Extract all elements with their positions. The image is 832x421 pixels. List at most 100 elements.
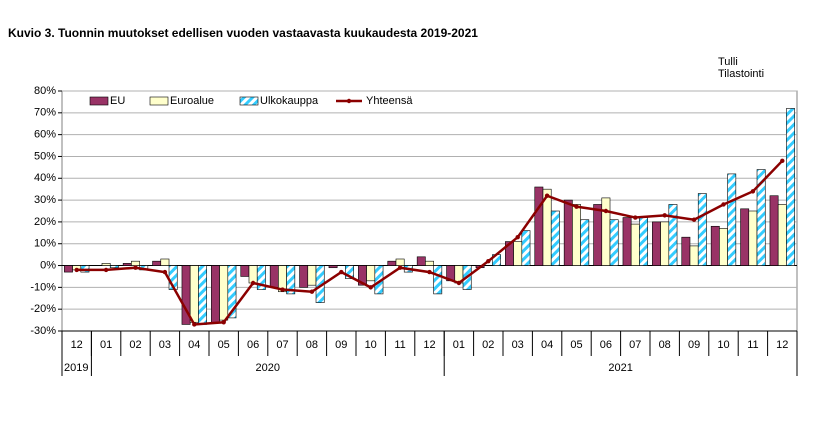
bar [219,265,229,321]
bar [416,256,426,266]
bar [198,265,207,325]
bar [572,204,581,266]
bar [286,265,296,295]
line-marker [74,267,79,273]
x-tick-label: 12 [71,339,83,351]
plot-area [61,90,798,332]
line-marker [133,265,138,270]
line-marker [368,285,373,290]
y-tick-label: 70% [34,107,56,119]
y-tick-label: 80% [34,85,56,97]
source: Tulli [718,56,738,68]
line-marker [633,215,638,220]
bar [122,263,132,266]
y-tick-label: -30% [30,325,56,337]
bar [64,265,73,273]
bar [580,219,590,266]
line-marker [162,269,168,275]
line-marker [339,269,344,275]
bar [777,204,787,266]
legend-swatch [239,96,259,106]
bar [719,228,728,266]
line-marker [750,189,756,194]
legend-label: Yhteensä [366,95,413,107]
year-label: 2019 [64,362,88,374]
legend-label: Euroalue [170,95,214,107]
bar [639,217,648,266]
bar [550,210,560,266]
bar [513,241,523,266]
bar [387,260,397,266]
bar [710,225,720,266]
legend-label: Ulkokauppa [260,95,319,107]
bar [248,265,258,284]
bar [593,204,603,266]
bar [152,260,162,266]
line-marker [427,269,432,275]
bar [521,230,531,266]
bar [622,217,632,266]
bar [307,265,317,286]
line-marker [280,287,285,292]
bar [660,221,670,266]
line-marker [603,208,609,214]
bar [668,204,678,266]
legend-swatch [149,96,169,106]
bar [433,265,443,295]
line-marker [103,267,109,273]
legend-label: EU [110,95,125,107]
bar [534,186,544,266]
bar [697,193,707,266]
bar [366,265,376,282]
y-tick-label: 40% [34,172,56,184]
line-marker [250,280,256,286]
x-tick-label: 04 [188,339,200,351]
x-tick-label: 07 [629,339,641,351]
bar [740,208,750,266]
bar [269,265,279,288]
x-tick-label: 01 [100,339,112,351]
line-marker [574,204,579,209]
legend-swatch [89,96,109,106]
line-marker [515,234,520,240]
x-tick-label: 10 [717,339,729,351]
bar [425,260,434,266]
line-marker [221,320,226,325]
x-tick-label: 07 [276,339,288,351]
bar [756,169,766,266]
line-marker [486,258,491,264]
bar [727,173,737,266]
chart-title: Kuvio 3. Tuonnin muutokset edellisen vuo… [8,26,478,40]
bar [299,265,309,288]
x-tick-label: 05 [218,339,230,351]
x-tick-label: 10 [365,339,377,351]
x-tick-label: 09 [335,339,347,351]
x-tick-label: 05 [570,339,582,351]
x-tick-label: 06 [247,339,259,351]
line-marker [309,289,315,294]
bar [769,195,779,266]
x-tick-label: 11 [747,339,758,351]
x-tick-label: 01 [453,339,465,351]
line-marker [397,265,403,270]
bar [630,223,640,266]
x-tick-label: 04 [541,339,553,351]
x-tick-label: 12 [776,339,788,351]
x-tick-label: 08 [306,339,318,351]
bar [227,265,237,319]
x-tick-label: 08 [659,339,671,351]
source: Tilastointi [718,68,764,80]
bar [101,263,111,266]
line-marker [691,217,697,222]
bar [328,265,338,269]
x-tick-label: 12 [423,339,435,351]
line-marker [456,280,462,286]
bar [601,197,611,266]
bar [160,258,170,266]
y-tick-label: 0% [40,259,56,271]
line-marker [192,322,197,327]
bar [786,108,795,266]
bar [652,221,661,266]
y-tick-label: -20% [30,303,56,315]
